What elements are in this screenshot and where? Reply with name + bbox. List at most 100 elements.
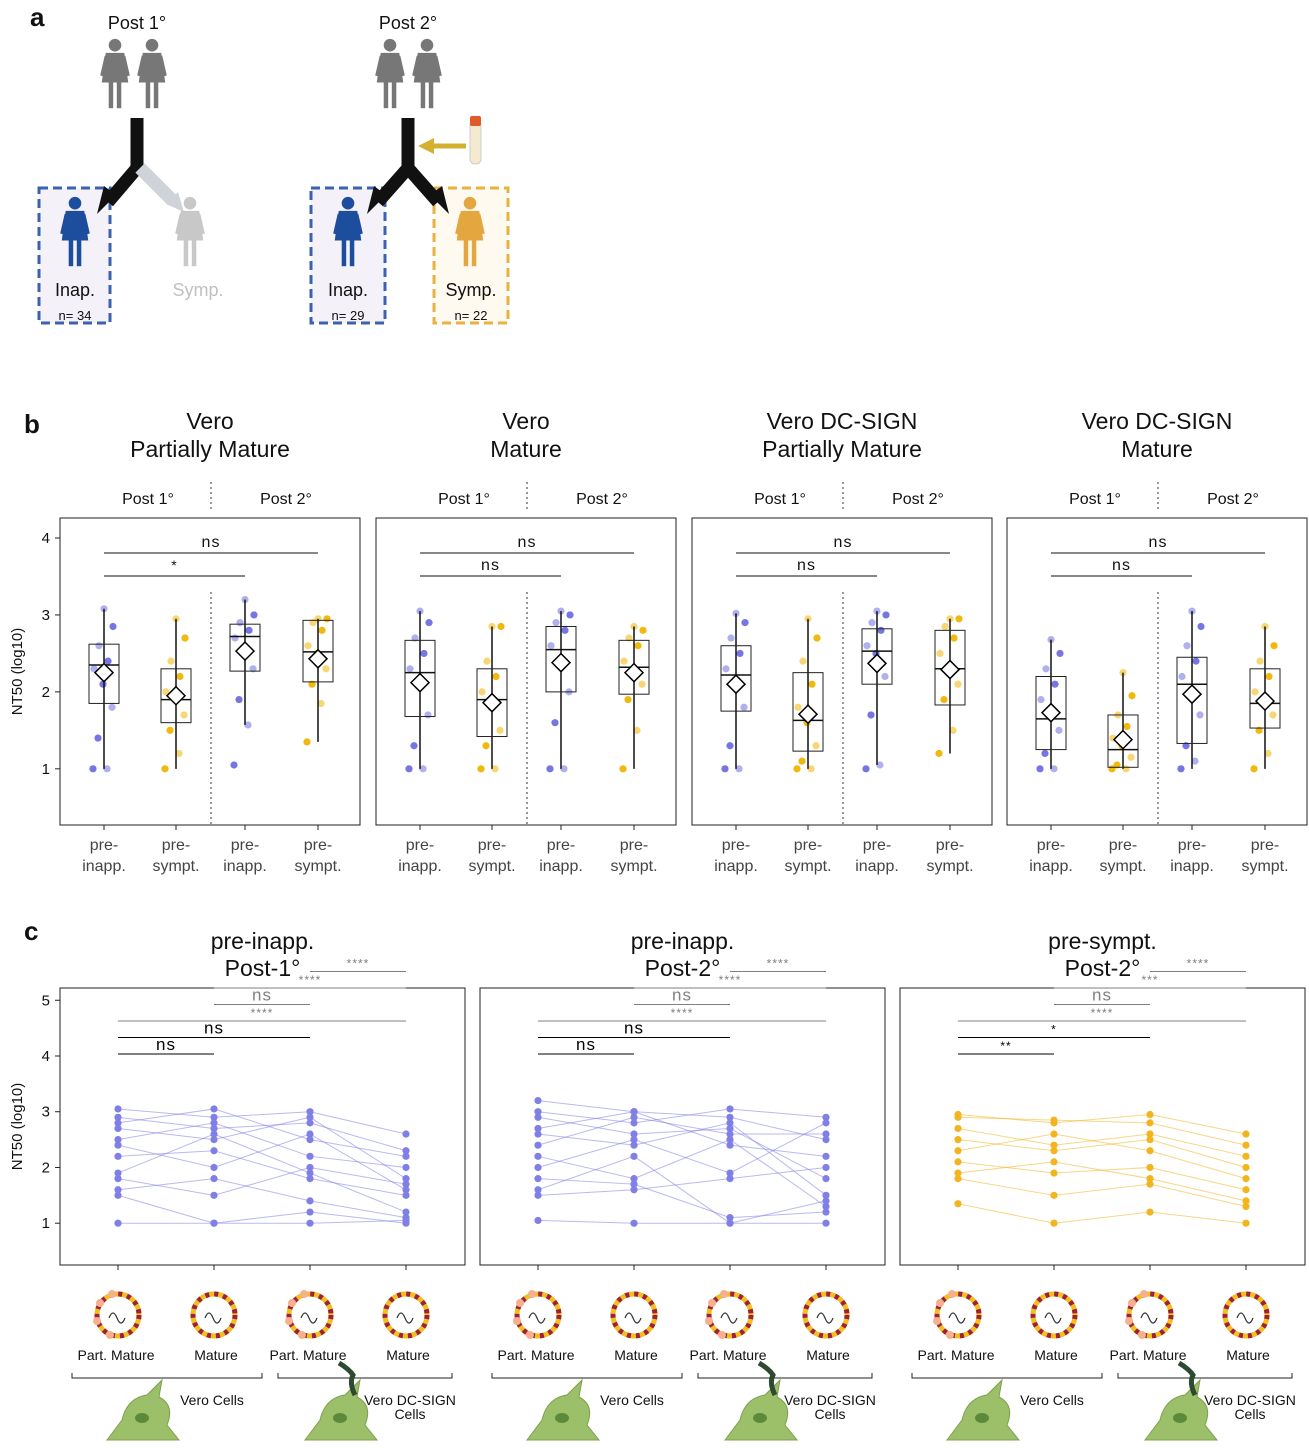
point xyxy=(402,1208,410,1216)
point xyxy=(477,765,485,773)
point xyxy=(231,634,239,642)
person-icon xyxy=(68,237,74,267)
point xyxy=(1182,742,1190,750)
point xyxy=(822,1163,830,1172)
point xyxy=(482,742,490,750)
subject-line xyxy=(957,1178,1247,1207)
prM xyxy=(526,1331,534,1339)
point xyxy=(1146,1180,1154,1188)
point xyxy=(1146,1119,1154,1127)
point xyxy=(936,649,944,658)
point xyxy=(822,1152,830,1160)
point xyxy=(877,626,885,634)
point xyxy=(534,1163,542,1172)
point xyxy=(166,726,174,734)
group-bracket xyxy=(697,1373,873,1379)
subplot-title: Vero DC-SIGN xyxy=(1082,408,1233,434)
point xyxy=(881,672,889,681)
subplot-title: Partially Mature xyxy=(130,436,290,462)
cell-nucleus xyxy=(555,1413,569,1423)
point xyxy=(210,1147,218,1155)
point xyxy=(726,1219,734,1227)
header: Post 2° xyxy=(379,13,437,33)
x-tick-label: pre- xyxy=(620,837,648,854)
label: Symp. xyxy=(172,280,223,300)
prM xyxy=(288,1299,296,1307)
point xyxy=(162,688,170,696)
subject-line xyxy=(117,1178,407,1219)
point xyxy=(726,1119,734,1127)
point xyxy=(867,711,875,719)
person-icon xyxy=(412,52,442,83)
point xyxy=(492,672,500,681)
point xyxy=(726,1135,734,1144)
point xyxy=(954,1113,962,1121)
point xyxy=(954,1147,962,1155)
point xyxy=(1146,1208,1154,1216)
point xyxy=(210,1130,218,1138)
cell-icon xyxy=(946,1378,1021,1441)
virion-rna xyxy=(948,1312,966,1324)
person-icon xyxy=(341,237,347,267)
label: Inap. xyxy=(55,280,95,300)
panel-label: c xyxy=(24,916,38,946)
virion xyxy=(706,1291,754,1339)
x-tick-label: pre- xyxy=(406,837,434,854)
subplot-title: Vero xyxy=(502,408,549,434)
point xyxy=(317,699,325,708)
point xyxy=(808,680,816,688)
x-tick-label: pre- xyxy=(1178,837,1206,854)
point xyxy=(560,765,568,773)
person-icon xyxy=(100,52,130,83)
virion-rna xyxy=(1236,1312,1254,1324)
virion xyxy=(514,1291,562,1339)
virion-rna xyxy=(108,1312,126,1324)
point xyxy=(309,619,317,627)
point xyxy=(619,765,627,773)
point xyxy=(876,761,884,769)
box xyxy=(1249,668,1281,729)
cell-nucleus xyxy=(753,1413,767,1423)
point xyxy=(210,1219,218,1227)
point xyxy=(822,1208,830,1216)
point xyxy=(1146,1135,1154,1144)
header: Post 1° xyxy=(108,13,166,33)
y-tick-label: 2 xyxy=(42,1159,50,1176)
point xyxy=(1036,765,1044,773)
x-tick-label: pre- xyxy=(231,837,259,854)
subject-line xyxy=(117,1133,407,1213)
point xyxy=(181,634,189,642)
point xyxy=(306,1108,314,1116)
mean xyxy=(1254,691,1276,712)
point xyxy=(630,1175,638,1183)
box xyxy=(160,668,192,724)
x-tick-label: sympt. xyxy=(1099,858,1146,875)
bracket-label: ** xyxy=(1000,1039,1011,1053)
box xyxy=(720,645,752,712)
point xyxy=(1191,757,1199,765)
box xyxy=(404,639,436,718)
x-tick-label: pre- xyxy=(1109,837,1137,854)
x-tick-label: sympt. xyxy=(468,858,515,875)
point xyxy=(402,1191,410,1199)
point xyxy=(726,1124,734,1133)
mean xyxy=(481,692,503,713)
point xyxy=(90,665,98,673)
x-tick-label: Part. Mature xyxy=(1109,1347,1186,1363)
point xyxy=(862,765,870,773)
point xyxy=(1146,1130,1154,1138)
point xyxy=(405,765,413,773)
person-icon xyxy=(191,237,197,267)
panel-label: a xyxy=(30,2,45,32)
bracket-label: ns xyxy=(518,534,537,551)
point xyxy=(630,1219,638,1227)
mean xyxy=(866,653,888,674)
point xyxy=(941,622,949,631)
virion xyxy=(1222,1291,1270,1339)
bracket-label: ns xyxy=(1092,986,1112,1005)
point xyxy=(954,1158,962,1166)
mean xyxy=(623,662,645,683)
point xyxy=(1050,765,1058,773)
point xyxy=(402,1180,410,1188)
arrow-head xyxy=(166,192,184,212)
